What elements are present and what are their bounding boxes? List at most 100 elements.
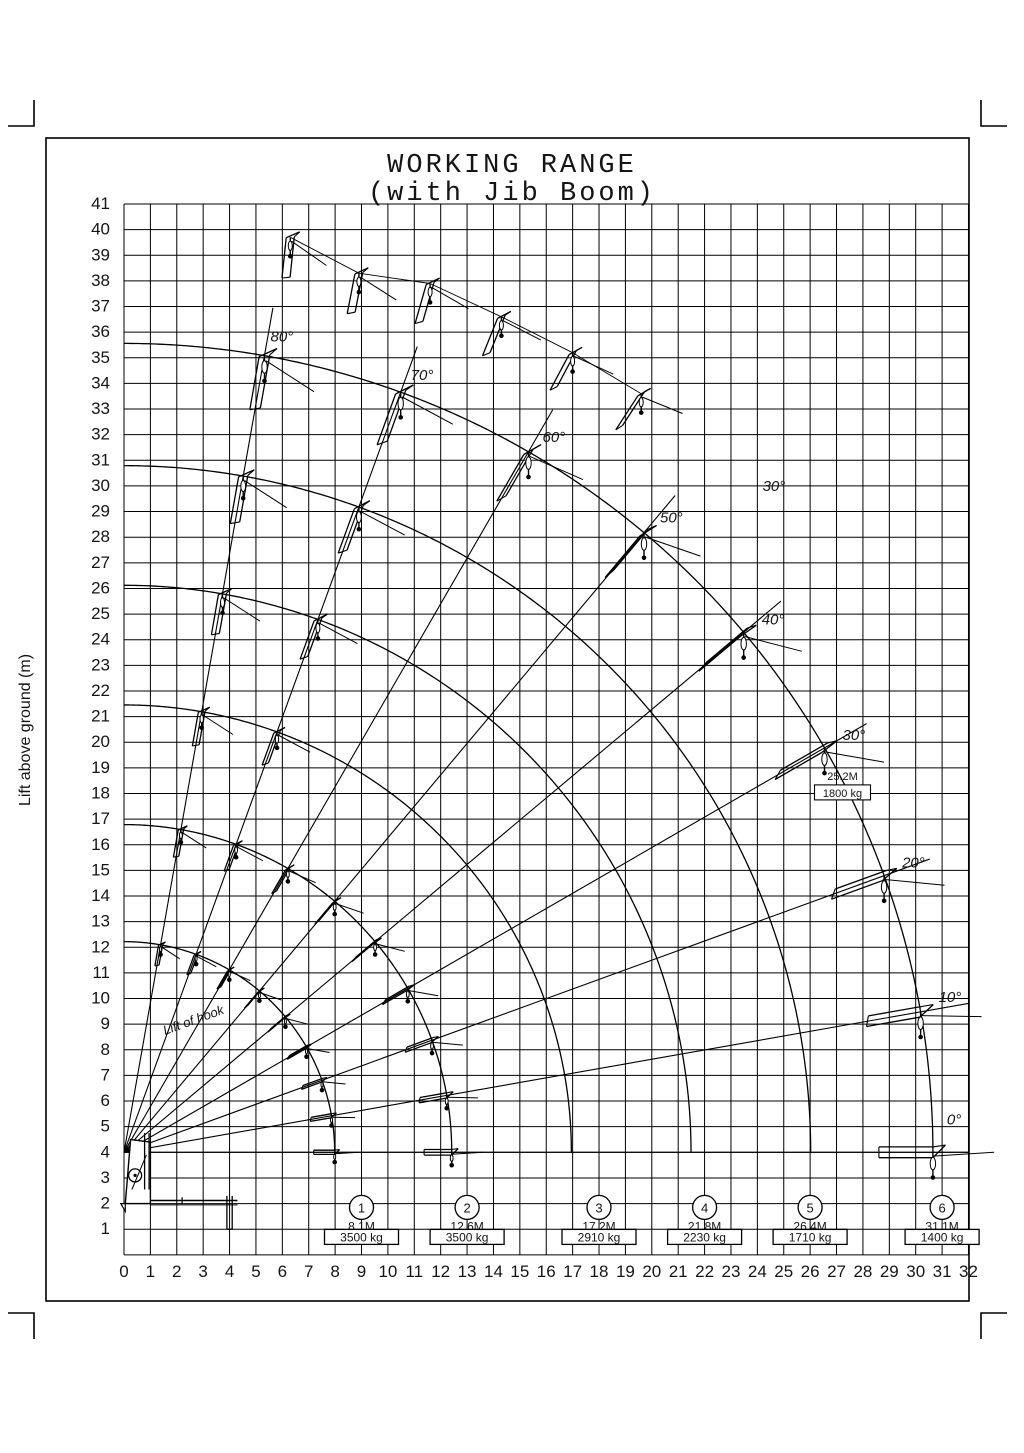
svg-text:12: 12: [91, 937, 110, 956]
svg-text:0: 0: [119, 1262, 128, 1281]
svg-text:9: 9: [101, 1014, 110, 1033]
svg-text:WORKING RANGE: WORKING RANGE: [387, 151, 637, 181]
svg-text:9: 9: [357, 1262, 366, 1281]
svg-text:20: 20: [91, 732, 110, 751]
svg-text:5: 5: [806, 1200, 813, 1215]
svg-text:22: 22: [695, 1262, 714, 1281]
svg-text:14: 14: [484, 1262, 503, 1281]
svg-text:6: 6: [938, 1200, 945, 1215]
svg-text:30: 30: [906, 1262, 925, 1281]
svg-text:1: 1: [146, 1262, 155, 1281]
svg-text:36: 36: [91, 322, 110, 341]
svg-text:24: 24: [91, 630, 110, 649]
svg-text:7: 7: [304, 1262, 313, 1281]
svg-text:26: 26: [801, 1262, 820, 1281]
svg-text:10°: 10°: [939, 989, 962, 1006]
svg-text:32: 32: [959, 1262, 978, 1281]
svg-text:2910 kg: 2910 kg: [578, 1230, 621, 1244]
svg-text:29: 29: [91, 502, 110, 521]
svg-text:33: 33: [91, 399, 110, 418]
svg-text:50°: 50°: [660, 510, 683, 527]
svg-text:12: 12: [431, 1262, 450, 1281]
svg-text:30°: 30°: [843, 727, 866, 744]
svg-text:1800 kg: 1800 kg: [823, 788, 862, 800]
svg-text:13: 13: [458, 1262, 477, 1281]
svg-text:1400 kg: 1400 kg: [921, 1230, 964, 1244]
svg-text:19: 19: [91, 758, 110, 777]
svg-text:32: 32: [91, 425, 110, 444]
svg-text:29: 29: [880, 1262, 899, 1281]
svg-text:60°: 60°: [543, 429, 566, 446]
svg-text:8: 8: [330, 1262, 339, 1281]
svg-text:27: 27: [827, 1262, 846, 1281]
svg-text:31: 31: [91, 450, 110, 469]
svg-text:28: 28: [853, 1262, 872, 1281]
svg-text:7: 7: [101, 1065, 110, 1084]
svg-text:1: 1: [101, 1219, 110, 1238]
svg-text:23: 23: [722, 1262, 741, 1281]
svg-text:4: 4: [225, 1262, 234, 1281]
svg-text:25.2M: 25.2M: [827, 771, 858, 783]
svg-text:39: 39: [91, 245, 110, 264]
svg-text:70°: 70°: [411, 367, 434, 384]
svg-text:18: 18: [91, 783, 110, 802]
svg-text:30: 30: [91, 476, 110, 495]
svg-text:17: 17: [91, 809, 110, 828]
svg-text:8: 8: [101, 1040, 110, 1059]
svg-text:21: 21: [91, 707, 110, 726]
svg-text:5: 5: [251, 1262, 260, 1281]
svg-text:14: 14: [91, 886, 110, 905]
svg-text:3500 kg: 3500 kg: [446, 1230, 489, 1244]
svg-text:15: 15: [510, 1262, 529, 1281]
svg-text:6: 6: [101, 1091, 110, 1110]
svg-text:4: 4: [701, 1200, 708, 1215]
svg-text:28: 28: [91, 527, 110, 546]
svg-text:11: 11: [405, 1262, 423, 1281]
svg-text:34: 34: [91, 373, 110, 392]
svg-text:26: 26: [91, 578, 110, 597]
svg-text:27: 27: [91, 553, 110, 572]
svg-text:41: 41: [91, 194, 110, 213]
svg-text:2: 2: [172, 1262, 181, 1281]
svg-text:3: 3: [101, 1168, 110, 1187]
svg-text:25: 25: [774, 1262, 793, 1281]
svg-text:19: 19: [616, 1262, 635, 1281]
svg-text:2230 kg: 2230 kg: [683, 1230, 726, 1244]
svg-text:37: 37: [91, 297, 110, 316]
svg-text:10: 10: [378, 1262, 397, 1281]
svg-text:2: 2: [101, 1194, 110, 1213]
svg-text:2: 2: [463, 1200, 470, 1215]
svg-text:35: 35: [91, 348, 110, 367]
svg-text:4: 4: [101, 1142, 110, 1161]
svg-text:22: 22: [91, 681, 110, 700]
svg-text:30°: 30°: [763, 478, 786, 495]
svg-text:13: 13: [91, 912, 110, 931]
svg-text:10: 10: [91, 989, 110, 1008]
svg-text:15: 15: [91, 860, 110, 879]
svg-text:16: 16: [537, 1262, 556, 1281]
svg-text:6: 6: [278, 1262, 287, 1281]
svg-text:20: 20: [642, 1262, 661, 1281]
svg-text:0°: 0°: [947, 1111, 961, 1128]
svg-text:5: 5: [101, 1117, 110, 1136]
svg-text:80°: 80°: [271, 329, 294, 346]
svg-text:40: 40: [91, 220, 110, 239]
svg-text:31: 31: [933, 1262, 952, 1281]
svg-text:21: 21: [669, 1262, 688, 1281]
svg-text:3500 kg: 3500 kg: [340, 1230, 383, 1244]
svg-text:38: 38: [91, 271, 110, 290]
svg-text:Lift above ground (m): Lift above ground (m): [17, 654, 34, 806]
svg-text:23: 23: [91, 655, 110, 674]
svg-text:3: 3: [595, 1200, 602, 1215]
svg-text:20°: 20°: [901, 855, 925, 872]
svg-text:40°: 40°: [762, 611, 785, 628]
svg-text:17: 17: [563, 1262, 582, 1281]
svg-text:1710 kg: 1710 kg: [789, 1230, 832, 1244]
svg-text:24: 24: [748, 1262, 767, 1281]
svg-text:1: 1: [358, 1200, 365, 1215]
svg-text:18: 18: [590, 1262, 609, 1281]
svg-text:3: 3: [198, 1262, 207, 1281]
svg-text:25: 25: [91, 604, 110, 623]
svg-text:11: 11: [92, 963, 110, 982]
svg-text:16: 16: [91, 835, 110, 854]
